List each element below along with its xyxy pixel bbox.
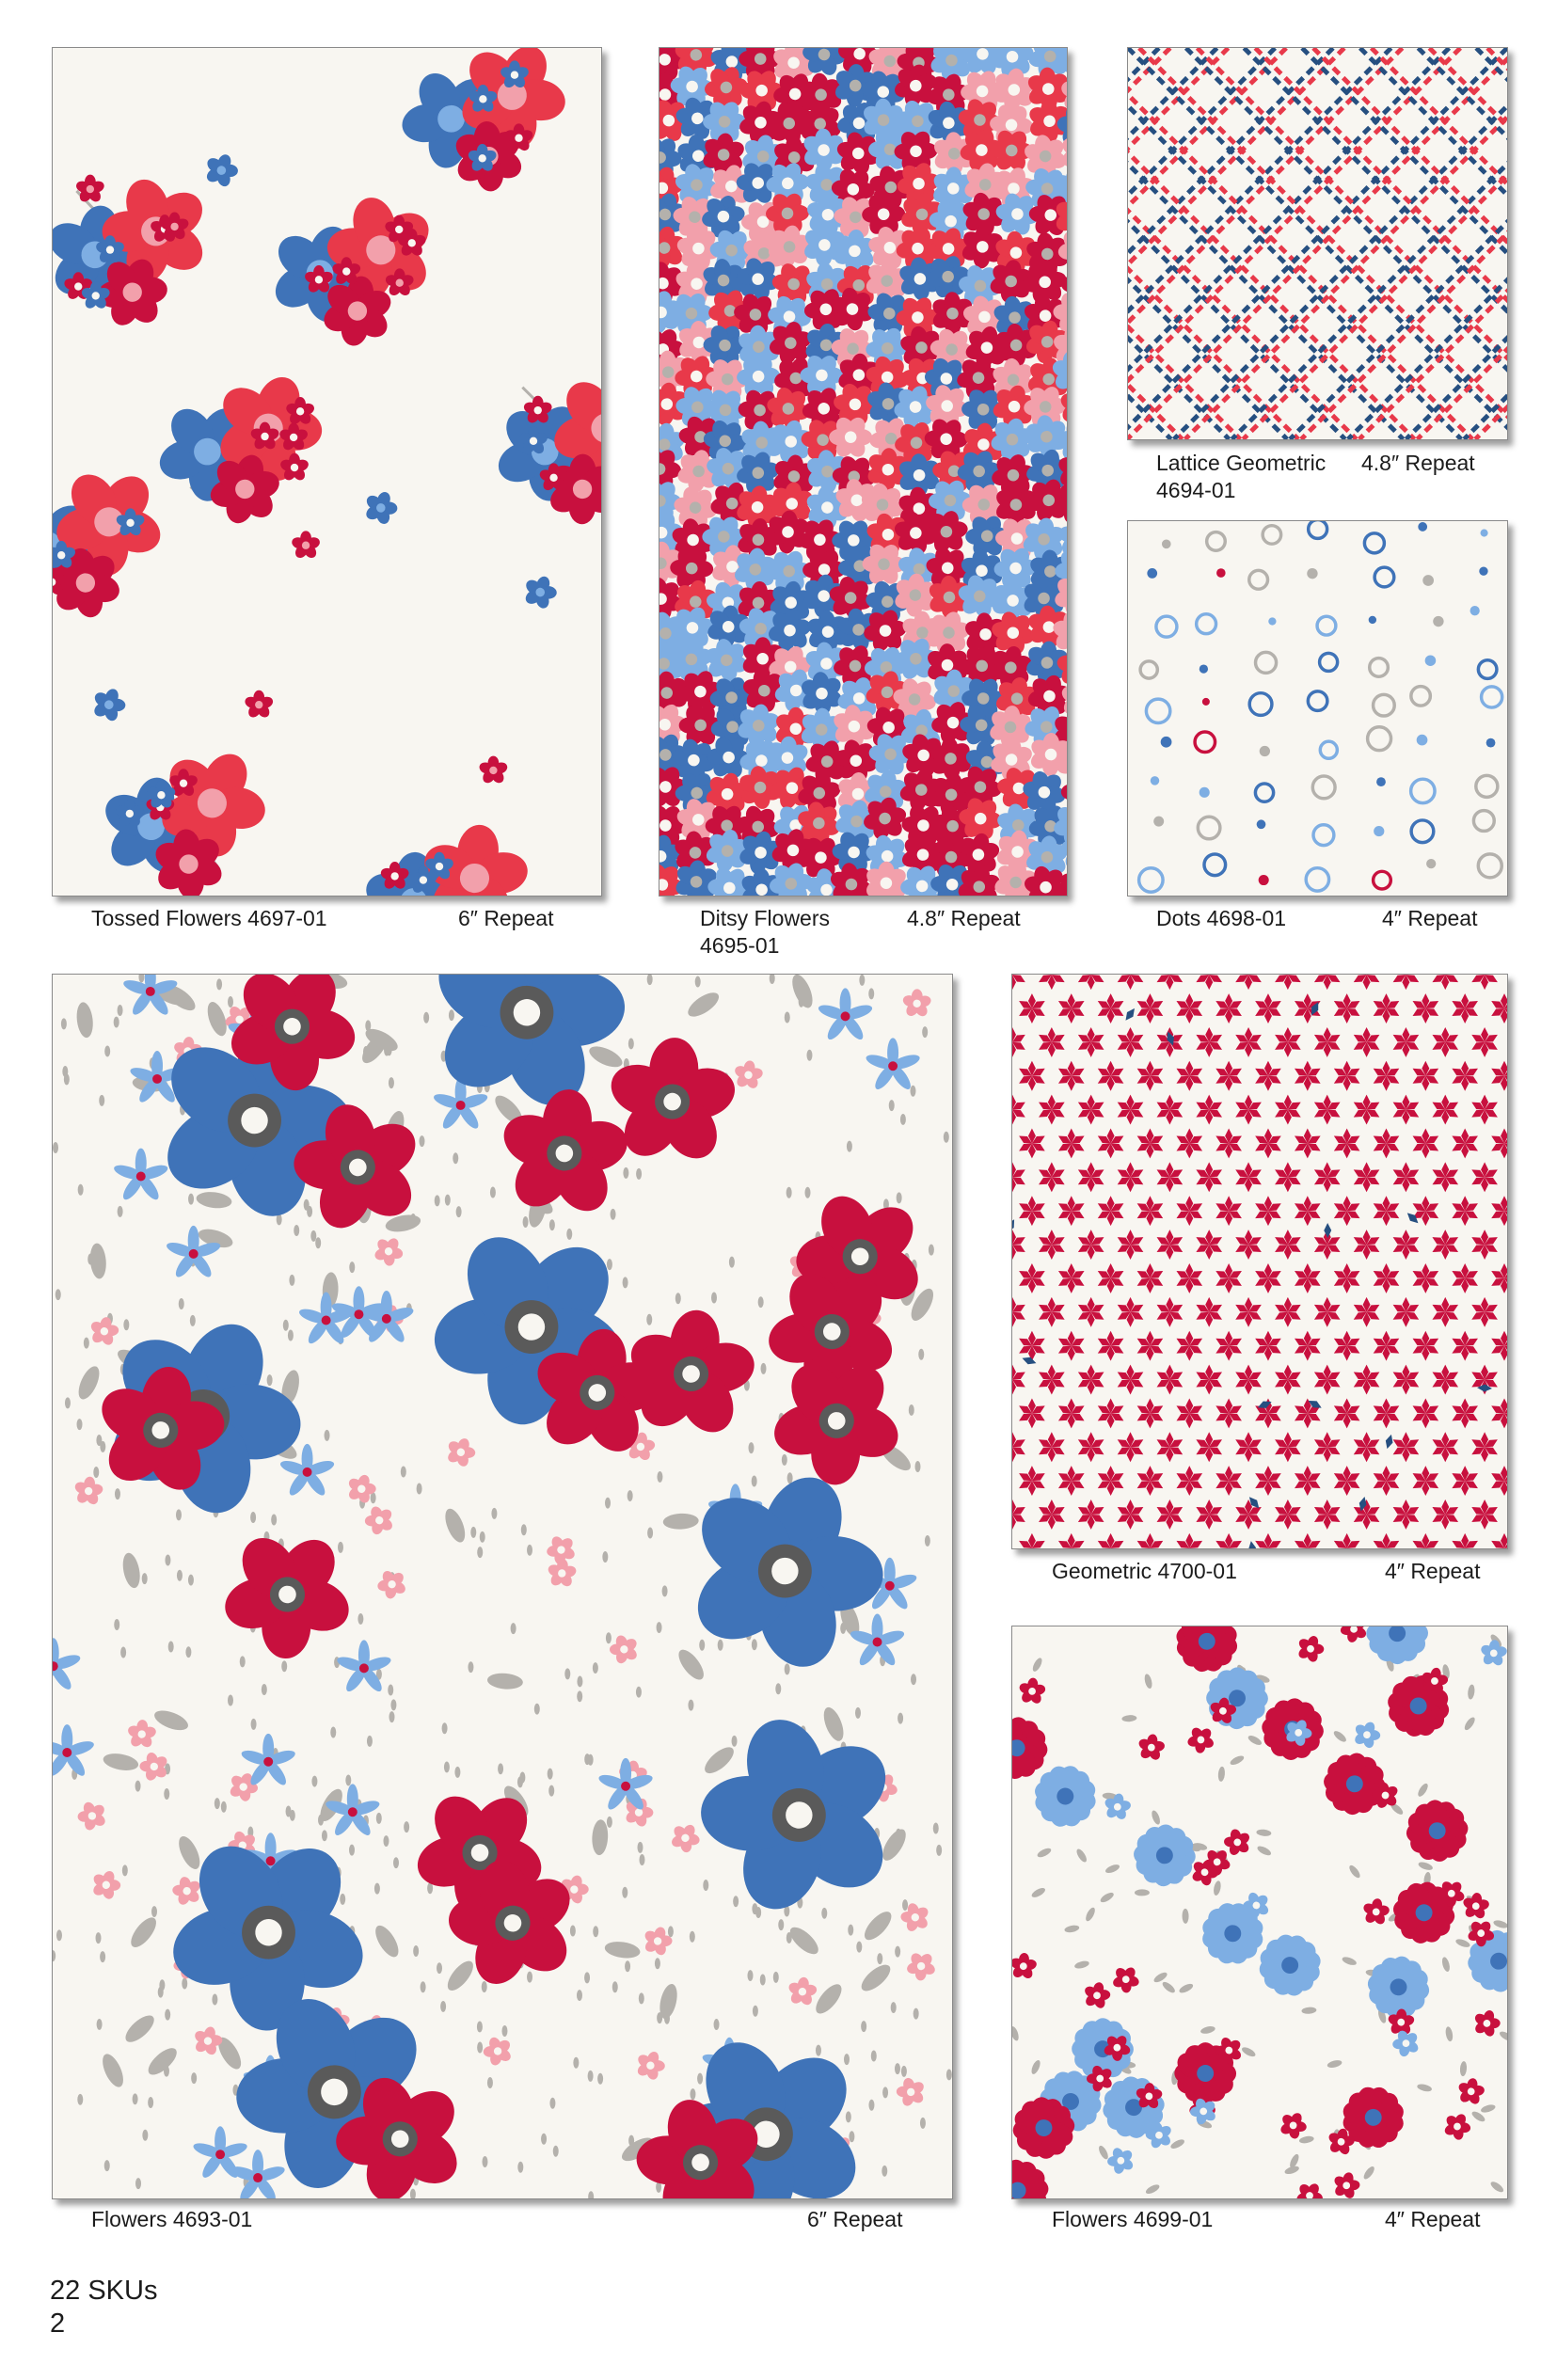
tossed-flowers-pattern <box>53 48 601 896</box>
caption-geometric-repeat: 4″ Repeat <box>1385 1559 1481 1583</box>
caption-lattice-repeat: 4.8″ Repeat <box>1361 451 1475 475</box>
small-flowers-pattern <box>1012 1626 1507 2198</box>
caption-ditsy-flowers-name: Ditsy Flowers <box>700 906 831 930</box>
swatch-flowers-small <box>1011 1626 1508 2199</box>
ditsy-flowers-pattern <box>659 48 1067 896</box>
caption-lattice-code: 4694-01 <box>1156 478 1236 502</box>
sku-count: 22 SKUs <box>50 2276 158 2306</box>
caption-flowers-small-name: Flowers 4699-01 <box>1052 2207 1214 2231</box>
caption-ditsy-flowers-code: 4695-01 <box>700 933 780 958</box>
swatch-ditsy-flowers <box>659 47 1068 896</box>
lattice-geometric-pattern <box>1128 48 1507 439</box>
caption-geometric-name: Geometric 4700-01 <box>1052 1559 1237 1583</box>
page-number: 2 <box>50 2309 66 2339</box>
caption-ditsy-flowers-repeat: 4.8″ Repeat <box>907 906 1021 930</box>
caption-flowers-small-repeat: 4″ Repeat <box>1385 2207 1481 2231</box>
large-flowers-pattern <box>53 975 952 2198</box>
caption-dots-repeat: 4″ Repeat <box>1382 906 1478 930</box>
swatch-tossed-flowers <box>52 47 602 896</box>
swatch-geometric <box>1011 974 1508 1549</box>
geometric-pattern <box>1012 975 1507 1548</box>
caption-tossed-flowers-repeat: 6″ Repeat <box>458 906 554 930</box>
caption-dots-name: Dots 4698-01 <box>1156 906 1287 930</box>
swatch-lattice-geometric <box>1127 47 1508 440</box>
caption-tossed-flowers-name: Tossed Flowers 4697-01 <box>91 906 327 930</box>
dots-pattern <box>1128 521 1507 896</box>
caption-flowers-large-name: Flowers 4693-01 <box>91 2207 253 2231</box>
swatch-flowers-large <box>52 974 953 2199</box>
caption-flowers-large-repeat: 6″ Repeat <box>807 2207 903 2231</box>
swatch-dots <box>1127 520 1508 896</box>
caption-lattice-name: Lattice Geometric <box>1156 451 1327 475</box>
